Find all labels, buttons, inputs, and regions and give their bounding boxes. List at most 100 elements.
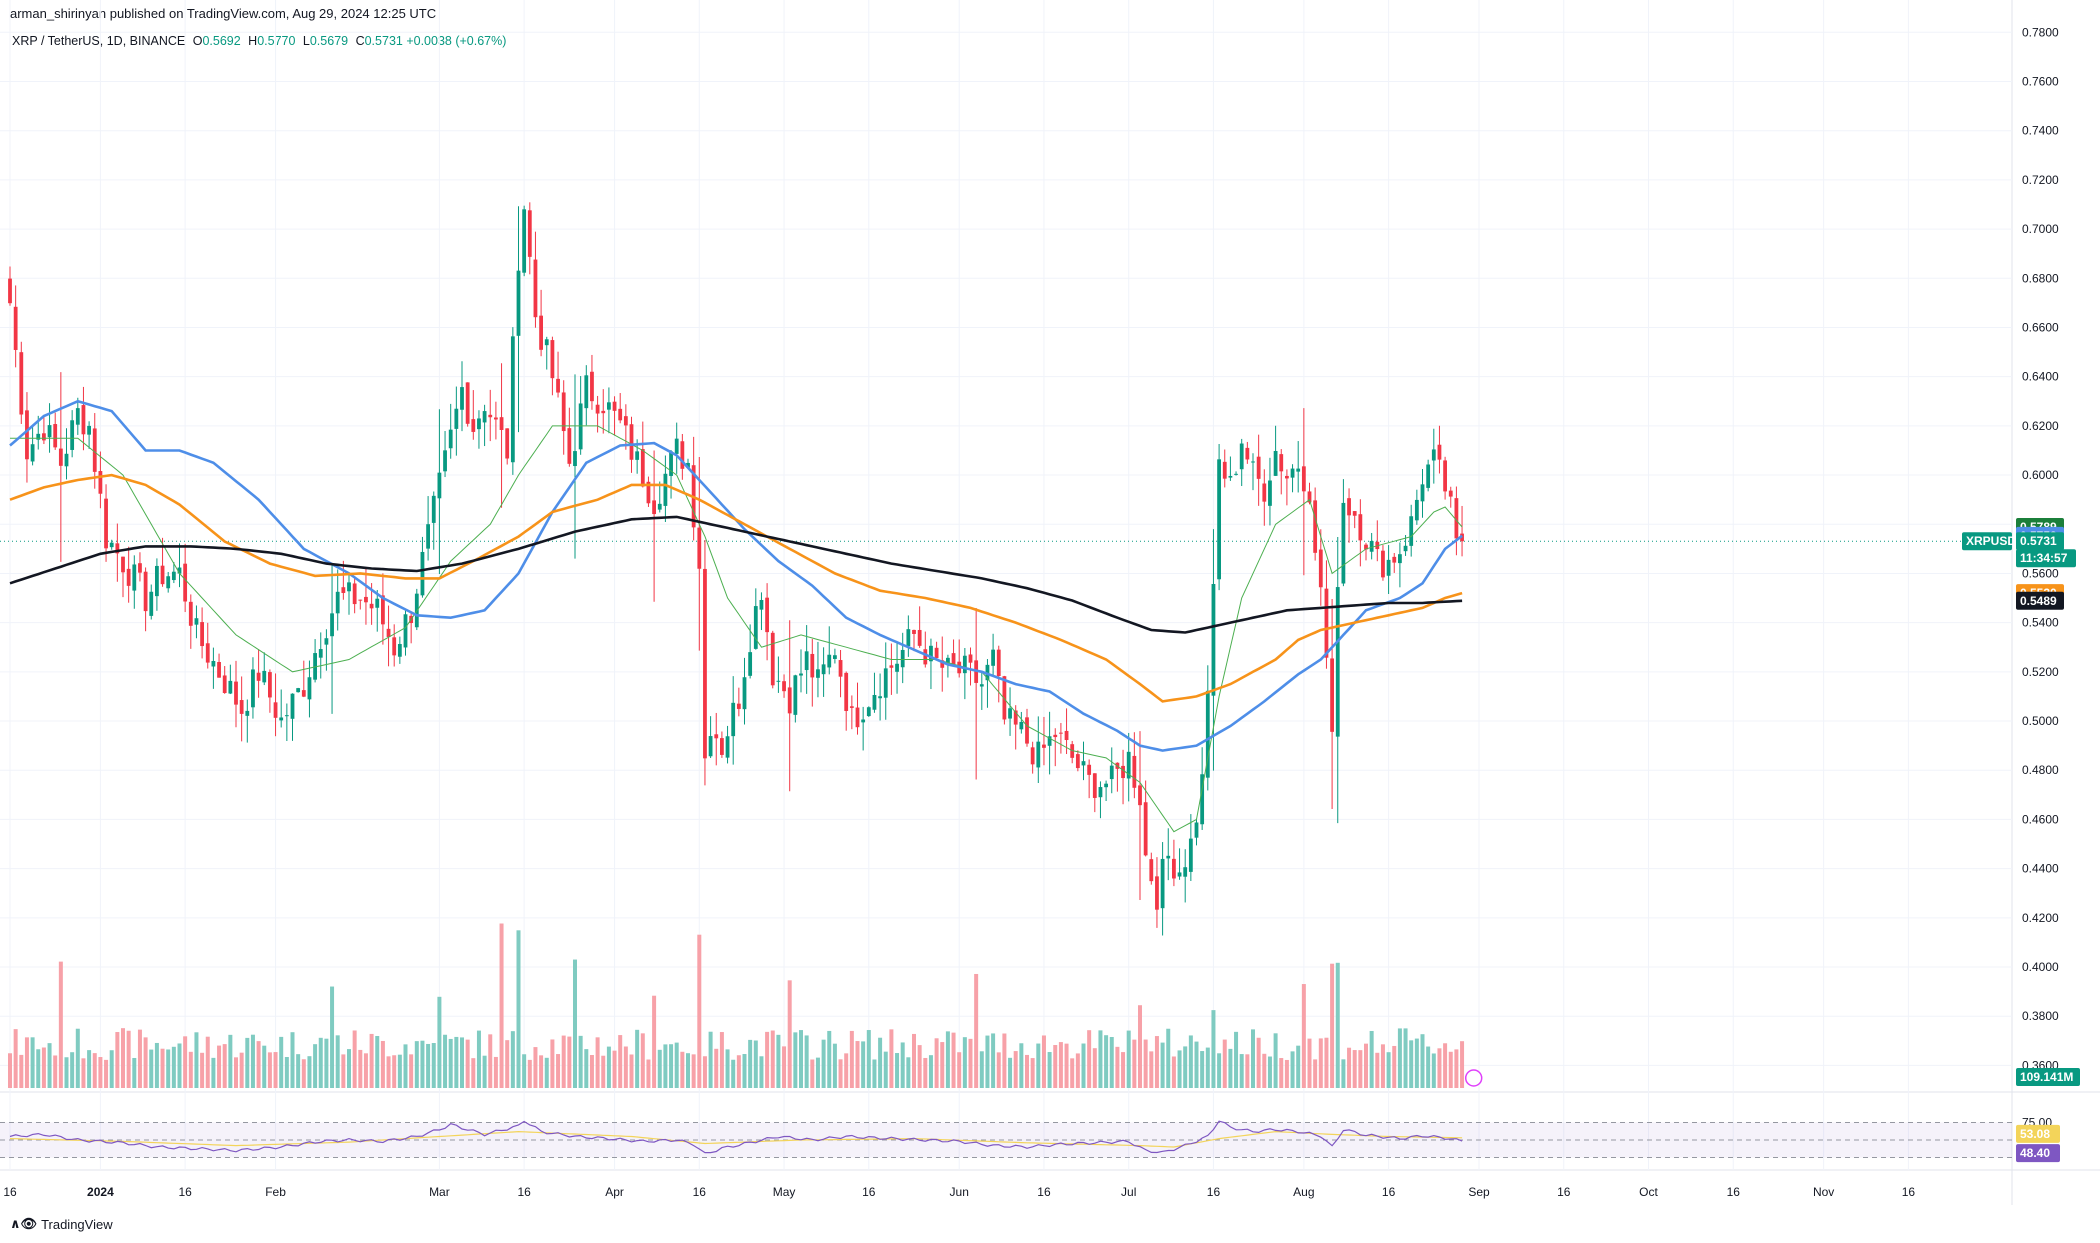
- candle-body: [590, 371, 594, 402]
- volume-bar: [1132, 1039, 1137, 1088]
- volume-bar: [1188, 1035, 1193, 1088]
- volume-bar: [1245, 1054, 1250, 1088]
- candle-body: [1313, 500, 1318, 553]
- candle-body: [443, 450, 447, 472]
- volume-bar: [928, 1055, 933, 1088]
- tradingview-logo[interactable]: ∧👁 TradingView: [10, 1216, 113, 1232]
- candle-body: [782, 681, 786, 692]
- open-value: 0.5692: [202, 34, 241, 48]
- price-tick-label: 0.6800: [2022, 271, 2059, 285]
- volume-bar: [821, 1039, 826, 1088]
- time-axis[interactable]: 16 2024 16 Feb Mar 16 Apr 16 May 16 Jun 16 Jul 16 Aug 1…: [3, 1185, 1915, 1199]
- volume-bar: [1318, 1038, 1323, 1088]
- volume-bar: [24, 1037, 29, 1088]
- candle-body: [386, 628, 391, 638]
- volume-bar: [945, 1031, 950, 1088]
- volume-bar: [544, 1057, 549, 1088]
- high-label: H: [248, 34, 258, 48]
- volume-bar: [47, 1043, 52, 1088]
- candle-body: [799, 673, 803, 676]
- publisher-line: arman_shirinyan published on TradingView…: [10, 6, 437, 21]
- candle-body: [104, 498, 108, 549]
- candle-body: [1285, 475, 1289, 479]
- volume-bar: [205, 1036, 210, 1088]
- volume-bar: [1454, 1049, 1459, 1088]
- candle-body: [810, 653, 815, 678]
- volume-bar: [861, 1041, 866, 1088]
- volume-bar: [1352, 1050, 1357, 1088]
- volume-bar: [1431, 1053, 1436, 1088]
- volume-bar: [53, 1055, 58, 1088]
- volume-bar: [1234, 1031, 1239, 1088]
- volume-bar: [177, 1043, 182, 1088]
- candle-body: [177, 567, 182, 574]
- volume-bar: [974, 973, 979, 1088]
- candle-body: [477, 418, 481, 430]
- volume-bar: [87, 1050, 92, 1088]
- volume-bar: [629, 1054, 634, 1088]
- volume-bar: [1386, 1052, 1391, 1088]
- candle-body: [1138, 785, 1142, 806]
- candle-body: [279, 717, 284, 721]
- volume-bar: [1070, 1058, 1075, 1088]
- volume-bar: [1115, 1046, 1120, 1088]
- candle-body: [126, 568, 131, 586]
- ma-line: [9, 515, 1463, 634]
- candle-body: [1002, 676, 1007, 720]
- volume-bar: [623, 1046, 628, 1088]
- candle-body: [601, 410, 606, 414]
- candle-body: [1386, 559, 1391, 576]
- price-tick-label: 0.4400: [2022, 862, 2059, 876]
- candle-body: [330, 613, 334, 637]
- volume-bar: [951, 1032, 956, 1088]
- candle-body: [1251, 461, 1255, 463]
- volume-bar: [1194, 1041, 1199, 1088]
- volume-bar: [1002, 1033, 1007, 1088]
- tradingview-logo-text: TradingView: [41, 1216, 113, 1232]
- candle-body: [1121, 765, 1125, 779]
- candle-body: [946, 657, 950, 664]
- low-label: L: [302, 34, 310, 48]
- volume-bar: [58, 961, 63, 1088]
- price-axis[interactable]: 0.36000.38000.40000.42000.44000.46000.48…: [2022, 25, 2059, 1072]
- candle-body: [522, 209, 527, 273]
- candle-body: [1132, 755, 1137, 788]
- symbol-name[interactable]: XRP / TetherUS, 1D, BINANCE: [12, 34, 186, 48]
- candle-body: [793, 675, 798, 715]
- volume-bar: [279, 1036, 284, 1088]
- candle-body: [138, 563, 142, 573]
- price-badge: 0.5489: [2020, 594, 2057, 608]
- candle-body: [1126, 751, 1131, 779]
- candle-body: [731, 702, 736, 737]
- volume-bar: [782, 1046, 787, 1088]
- time-tick-label: 16: [1207, 1185, 1221, 1199]
- volume-bar: [539, 1055, 544, 1088]
- volume-bar: [697, 934, 702, 1088]
- candle-body: [595, 404, 600, 414]
- price-tick-label: 0.5400: [2022, 616, 2059, 630]
- candle-body: [1262, 483, 1267, 502]
- candle-body: [527, 210, 532, 257]
- time-tick-label: 16: [1037, 1185, 1051, 1199]
- candle-body: [188, 601, 193, 626]
- volume-bar: [1019, 1043, 1024, 1088]
- time-tick-label: May: [773, 1185, 796, 1199]
- high-value: 0.5770: [257, 34, 296, 48]
- candle-body: [1290, 468, 1295, 478]
- volume-bar: [1426, 1046, 1431, 1088]
- volume-bar: [1239, 1054, 1244, 1088]
- candle-body: [307, 677, 312, 700]
- volume-bar: [222, 1044, 227, 1088]
- volume-bar: [460, 1037, 464, 1088]
- volume-bar: [1279, 1058, 1284, 1088]
- time-tick-label: 16: [862, 1185, 876, 1199]
- replay-icon[interactable]: [1464, 1069, 1483, 1087]
- volume-bar: [1380, 1044, 1385, 1088]
- price-tick-label: 0.6600: [2022, 320, 2059, 334]
- volume-bar: [1335, 962, 1340, 1088]
- volume-bar: [154, 1042, 159, 1088]
- volume-bar: [1166, 1028, 1171, 1088]
- candle-body: [895, 663, 899, 672]
- volume-bar: [70, 1052, 75, 1088]
